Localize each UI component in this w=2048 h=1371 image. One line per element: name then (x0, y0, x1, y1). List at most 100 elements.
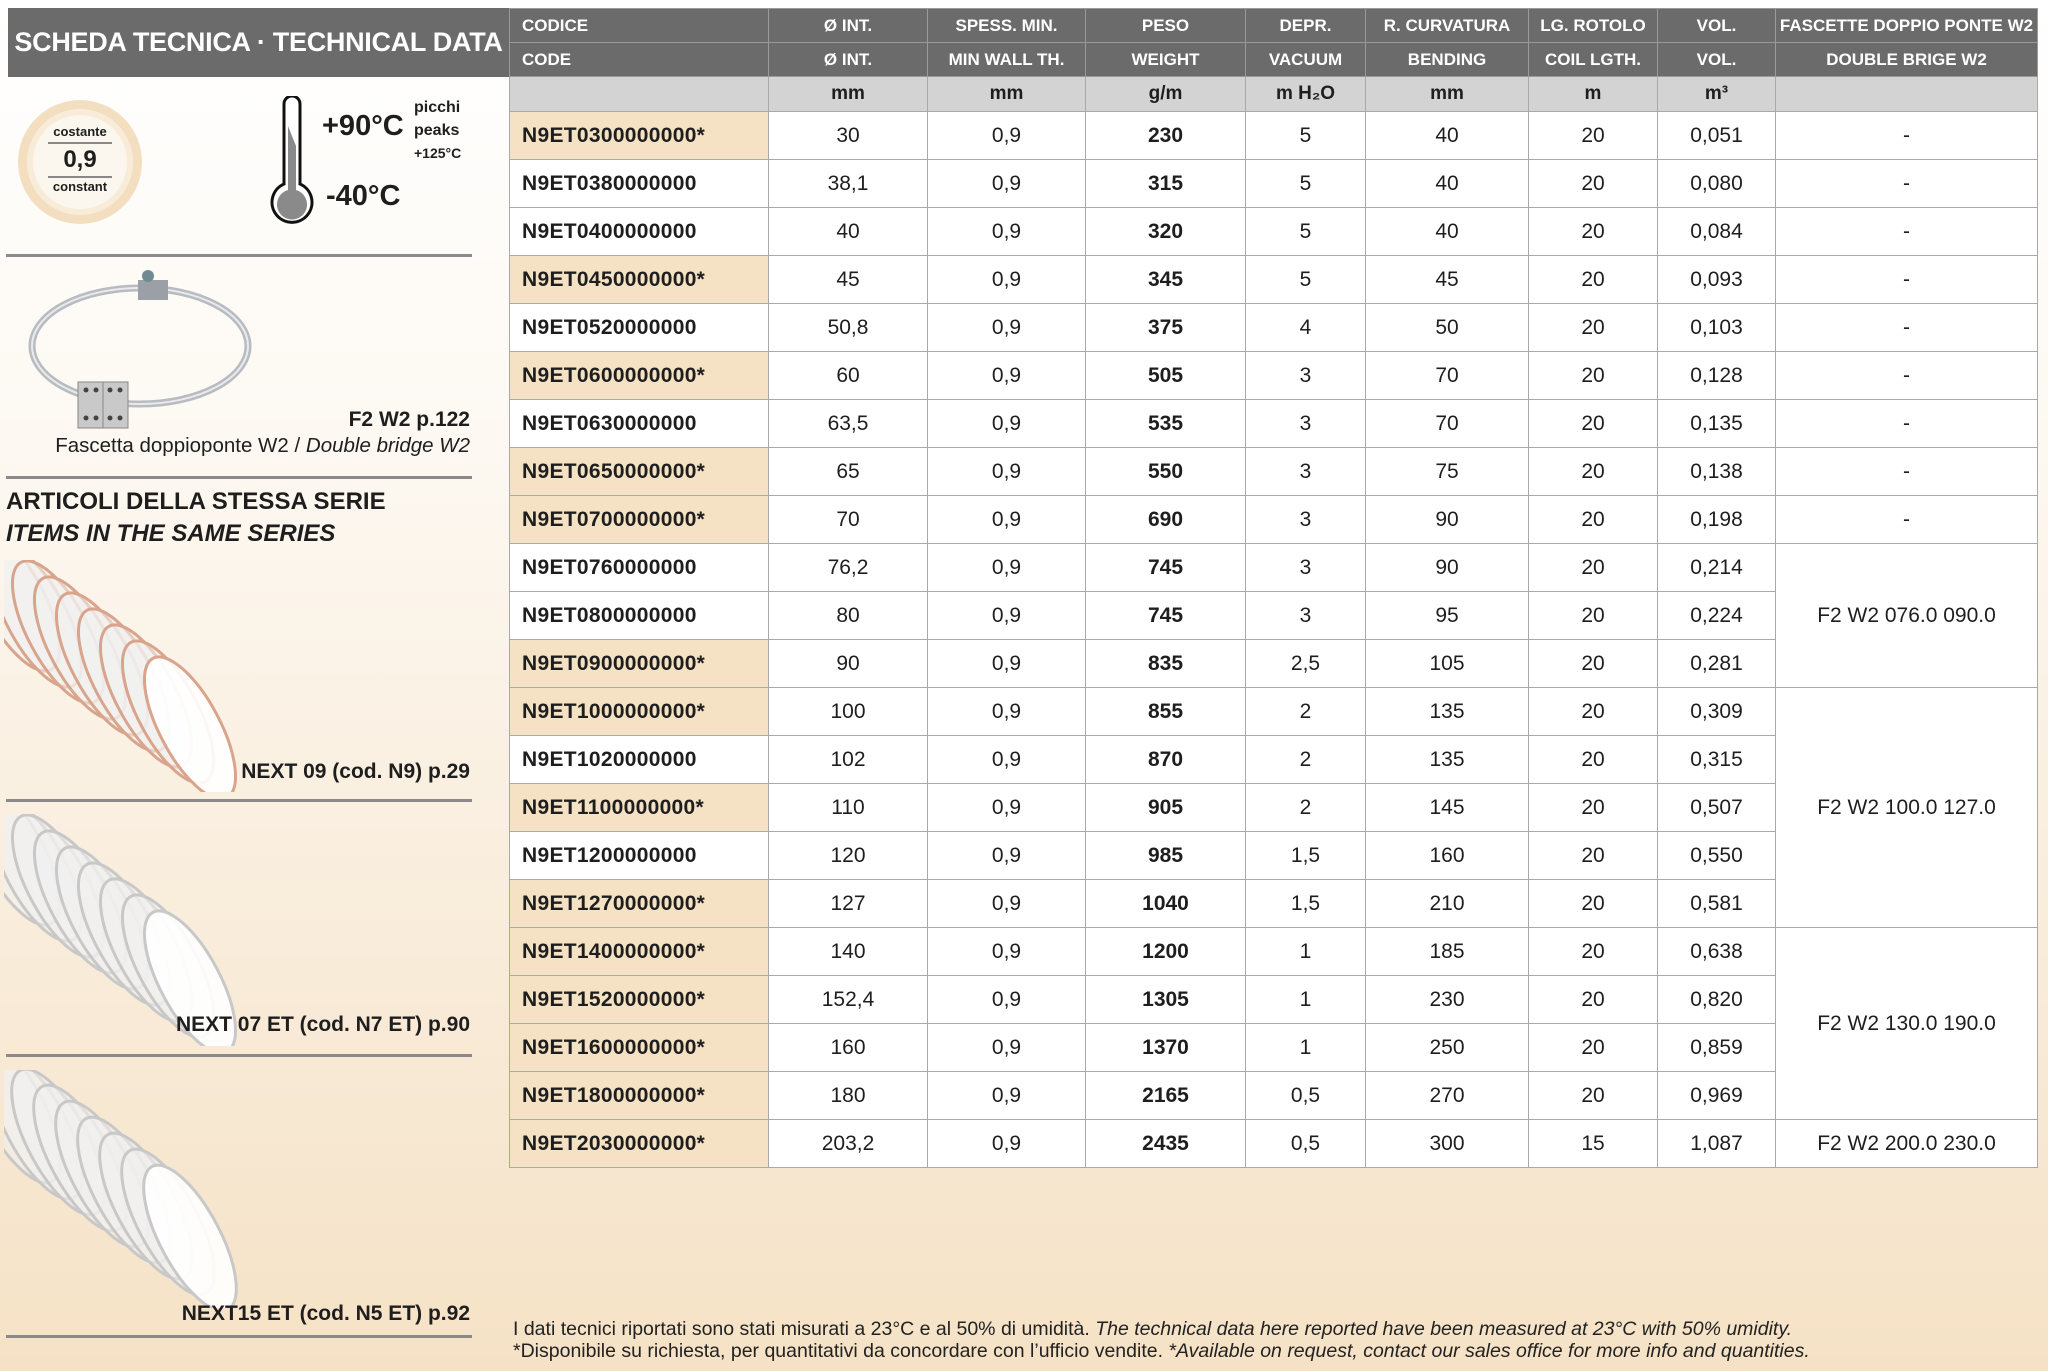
cell-bending: 95 (1365, 591, 1529, 640)
cell-weight: 535 (1085, 399, 1246, 448)
cell-weight: 1200 (1085, 927, 1246, 976)
product-code[interactable]: N9ET0400000000 (509, 207, 769, 256)
cell-wall: 0,9 (927, 399, 1086, 448)
clamp-cell: - (1775, 255, 2038, 304)
table-row: N9ET0300000000* 30 0,9 230 5 40 20 0,051- (509, 111, 2038, 160)
product-code[interactable]: N9ET1270000000* (509, 879, 769, 928)
series-item-label[interactable]: NEXT 09 (cod. N9) p.29 (241, 760, 470, 783)
product-code[interactable]: N9ET0450000000* (509, 255, 769, 304)
header-it-4: DEPR. (1245, 8, 1366, 43)
peaks-en: peaks (414, 122, 460, 139)
cell-wall: 0,9 (927, 735, 1086, 784)
cell-vacuum: 1,5 (1245, 879, 1366, 928)
cell-dia: 102 (768, 735, 928, 784)
unit-8 (1775, 76, 2038, 112)
cell-weight: 835 (1085, 639, 1246, 688)
series-item-label[interactable]: NEXT 07 ET (cod. N7 ET) p.90 (175, 1013, 470, 1036)
cell-dia: 110 (768, 783, 928, 832)
header-en-5: BENDING (1365, 42, 1529, 77)
unit-6: m (1528, 76, 1658, 112)
product-code[interactable]: N9ET0900000000* (509, 639, 769, 688)
product-code[interactable]: N9ET2030000000* (509, 1119, 769, 1168)
cell-bending: 40 (1365, 207, 1529, 256)
cell-vacuum: 3 (1245, 495, 1366, 544)
cell-weight: 320 (1085, 207, 1246, 256)
cell-bending: 40 (1365, 111, 1529, 160)
cell-vol: 0,820 (1657, 975, 1776, 1024)
product-code[interactable]: N9ET1600000000* (509, 1023, 769, 1072)
cell-vacuum: 3 (1245, 447, 1366, 496)
table-row: N9ET1520000000* 152,4 0,9 1305 1 230 20 0,820 (509, 975, 2038, 1024)
unit-5: mm (1365, 76, 1529, 112)
cell-dia: 120 (768, 831, 928, 880)
cell-coil: 20 (1528, 687, 1658, 736)
header-it-0: CODICE (509, 8, 769, 43)
unit-7: m³ (1657, 76, 1776, 112)
series-item-label[interactable]: NEXT15 ET (cod. N5 ET) p.92 (181, 1302, 470, 1325)
cell-bending: 45 (1365, 255, 1529, 304)
product-code[interactable]: N9ET1000000000* (509, 687, 769, 736)
product-code[interactable]: N9ET0600000000* (509, 351, 769, 400)
product-code[interactable]: N9ET0800000000 (509, 591, 769, 640)
product-code[interactable]: N9ET0650000000* (509, 447, 769, 496)
cell-wall: 0,9 (927, 495, 1086, 544)
cell-wall: 0,9 (927, 1071, 1086, 1120)
hose-next15et-image (4, 1070, 238, 1308)
cell-vol: 0,135 (1657, 399, 1776, 448)
hose-next07et-image (4, 814, 238, 1046)
cell-vacuum: 2 (1245, 687, 1366, 736)
cell-bending: 90 (1365, 543, 1529, 592)
cell-weight: 550 (1085, 447, 1246, 496)
accessory-code: F2 W2 p.122 (348, 408, 470, 431)
clamp-cell: F2 W2 076.0 090.0 (1775, 543, 2038, 688)
cell-dia: 160 (768, 1023, 928, 1072)
product-code[interactable]: N9ET0700000000* (509, 495, 769, 544)
cell-wall: 0,9 (927, 1023, 1086, 1072)
cell-coil: 20 (1528, 159, 1658, 208)
table-row: N9ET1800000000* 180 0,9 2165 0,5 270 20 0,969 (509, 1071, 2038, 1120)
series-heading-it: ARTICOLI DELLA STESSA SERIE (6, 488, 386, 515)
technical-data-table: CODICE Ø INT. SPESS. MIN. PESO DEPR. R. CURVA… (509, 8, 2038, 1168)
product-code[interactable]: N9ET1800000000* (509, 1071, 769, 1120)
cell-coil: 20 (1528, 543, 1658, 592)
cell-weight: 2435 (1085, 1119, 1246, 1168)
unit-4: m H₂O (1245, 76, 1366, 112)
product-code[interactable]: N9ET0300000000* (509, 111, 769, 160)
product-code[interactable]: N9ET1020000000 (509, 735, 769, 784)
cell-vacuum: 2 (1245, 783, 1366, 832)
product-code[interactable]: N9ET1520000000* (509, 975, 769, 1024)
cell-weight: 2165 (1085, 1071, 1246, 1120)
cell-weight: 870 (1085, 735, 1246, 784)
table-row: N9ET2030000000* 203,2 0,9 2435 0,5 300 15 1,087… (509, 1119, 2038, 1168)
product-code[interactable]: N9ET1100000000* (509, 783, 769, 832)
temp-max: +90°C (322, 110, 404, 142)
table-row: N9ET0800000000 80 0,9 745 3 95 20 0,224 (509, 591, 2038, 640)
cell-coil: 20 (1528, 351, 1658, 400)
product-code[interactable]: N9ET0520000000 (509, 303, 769, 352)
cell-dia: 152,4 (768, 975, 928, 1024)
cell-coil: 20 (1528, 1023, 1658, 1072)
temp-peaks: picchi peaks +125°C (414, 96, 461, 165)
table-row: N9ET0630000000 63,5 0,9 535 3 70 20 0,135- (509, 399, 2038, 448)
peaks-value: +125°C (414, 145, 462, 161)
cell-vacuum: 1 (1245, 927, 1366, 976)
accessory-name-en: Double bridge W2 (305, 434, 470, 457)
cell-bending: 50 (1365, 303, 1529, 352)
peaks-it: picchi (414, 99, 461, 116)
cell-dia: 90 (768, 639, 928, 688)
header-it-3: PESO (1085, 8, 1246, 43)
cell-coil: 20 (1528, 927, 1658, 976)
header-en-6: COIL LGTH. (1528, 42, 1658, 77)
cell-vol: 0,224 (1657, 591, 1776, 640)
product-code[interactable]: N9ET1400000000* (509, 927, 769, 976)
clamp-cell: F2 W2 200.0 230.0 (1775, 1119, 2038, 1168)
separator: / (288, 434, 306, 457)
product-code[interactable]: N9ET0630000000 (509, 399, 769, 448)
cell-vol: 0,084 (1657, 207, 1776, 256)
cell-bending: 105 (1365, 639, 1529, 688)
product-code[interactable]: N9ET1200000000 (509, 831, 769, 880)
product-code[interactable]: N9ET0760000000 (509, 543, 769, 592)
unit-1: mm (768, 76, 928, 112)
cell-coil: 20 (1528, 831, 1658, 880)
product-code[interactable]: N9ET0380000000 (509, 159, 769, 208)
